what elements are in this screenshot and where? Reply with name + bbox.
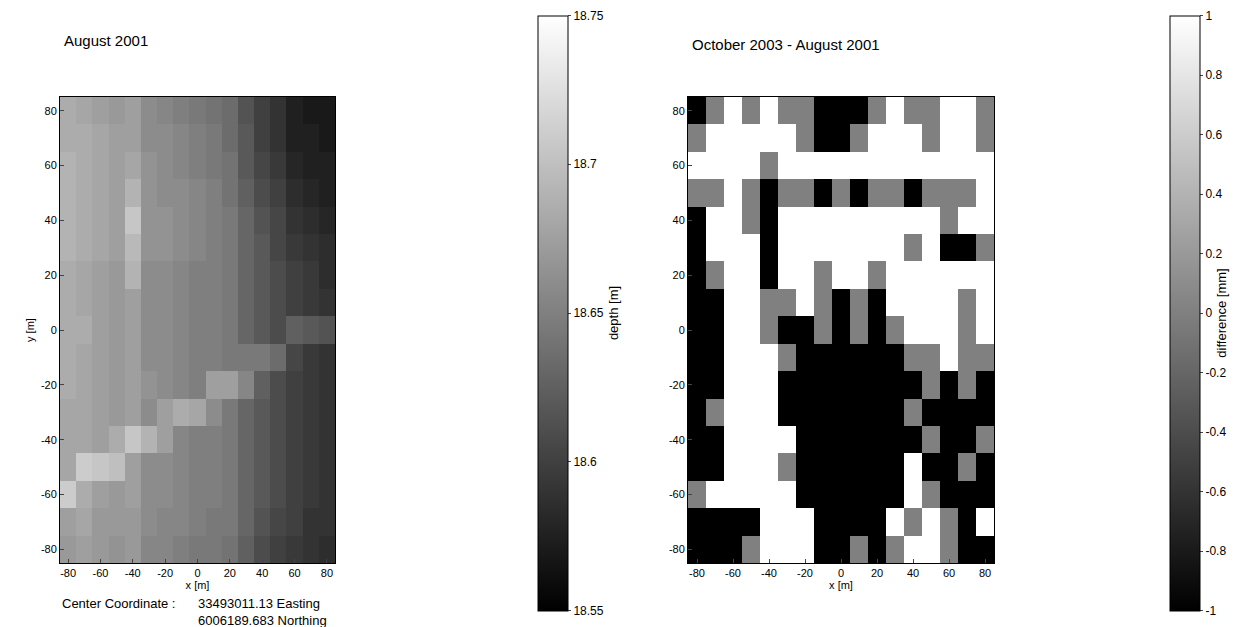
svg-text:x [m]: x [m] xyxy=(186,579,210,591)
svg-text:difference [mm]: difference [mm] xyxy=(1214,268,1229,357)
svg-text:0.6: 0.6 xyxy=(1205,128,1222,142)
svg-text:60: 60 xyxy=(45,159,57,171)
svg-text:Center Coordinate :: Center Coordinate : xyxy=(62,596,175,611)
svg-text:80: 80 xyxy=(979,567,991,579)
svg-text:-0.2: -0.2 xyxy=(1205,366,1226,380)
svg-text:20: 20 xyxy=(45,269,57,281)
svg-text:6006189.683 Northing: 6006189.683 Northing xyxy=(198,613,327,627)
svg-text:-80: -80 xyxy=(689,567,705,579)
svg-text:-40: -40 xyxy=(669,434,685,446)
svg-text:0: 0 xyxy=(51,324,57,336)
svg-text:18.65: 18.65 xyxy=(573,306,603,320)
svg-text:0.4: 0.4 xyxy=(1205,187,1222,201)
svg-text:-60: -60 xyxy=(92,567,108,579)
svg-text:60: 60 xyxy=(673,159,685,171)
svg-text:80: 80 xyxy=(45,105,57,117)
svg-text:18.75: 18.75 xyxy=(573,9,603,23)
svg-text:0: 0 xyxy=(194,567,200,579)
svg-text:-80: -80 xyxy=(41,543,57,555)
svg-text:40: 40 xyxy=(673,214,685,226)
svg-text:0.8: 0.8 xyxy=(1205,68,1222,82)
svg-text:-60: -60 xyxy=(725,567,741,579)
svg-text:18.6: 18.6 xyxy=(573,455,597,469)
svg-text:60: 60 xyxy=(288,567,300,579)
svg-text:-1: -1 xyxy=(1205,604,1216,618)
svg-text:-80: -80 xyxy=(669,543,685,555)
svg-text:40: 40 xyxy=(45,214,57,226)
svg-text:20: 20 xyxy=(871,567,883,579)
svg-text:-40: -40 xyxy=(761,567,777,579)
svg-text:depth [m]: depth [m] xyxy=(606,286,621,340)
svg-text:-20: -20 xyxy=(669,379,685,391)
svg-text:-20: -20 xyxy=(157,567,173,579)
svg-text:-0.8: -0.8 xyxy=(1205,544,1226,558)
svg-text:-80: -80 xyxy=(60,567,76,579)
svg-text:0: 0 xyxy=(838,567,844,579)
svg-text:-60: -60 xyxy=(669,488,685,500)
svg-text:80: 80 xyxy=(321,567,333,579)
svg-text:y [m]: y [m] xyxy=(24,318,36,342)
svg-text:-0.4: -0.4 xyxy=(1205,425,1226,439)
svg-text:-40: -40 xyxy=(41,434,57,446)
svg-text:-20: -20 xyxy=(797,567,813,579)
svg-text:0: 0 xyxy=(679,324,685,336)
svg-text:20: 20 xyxy=(673,269,685,281)
svg-text:40: 40 xyxy=(907,567,919,579)
svg-text:1: 1 xyxy=(1205,9,1212,23)
svg-text:0.2: 0.2 xyxy=(1205,247,1222,261)
svg-text:80: 80 xyxy=(673,105,685,117)
svg-text:-20: -20 xyxy=(41,379,57,391)
svg-text:August 2001: August 2001 xyxy=(64,32,148,49)
svg-text:x [m]: x [m] xyxy=(829,579,853,591)
svg-text:18.55: 18.55 xyxy=(573,604,603,618)
svg-text:40: 40 xyxy=(256,567,268,579)
svg-text:October 2003 - August 2001: October 2003 - August 2001 xyxy=(692,36,880,53)
svg-text:60: 60 xyxy=(943,567,955,579)
svg-text:-40: -40 xyxy=(125,567,141,579)
svg-text:33493011.13 Easting: 33493011.13 Easting xyxy=(198,596,320,611)
svg-text:-0.6: -0.6 xyxy=(1205,485,1226,499)
svg-text:0: 0 xyxy=(1205,306,1212,320)
svg-text:18.7: 18.7 xyxy=(573,157,597,171)
svg-text:20: 20 xyxy=(224,567,236,579)
svg-text:-60: -60 xyxy=(41,488,57,500)
